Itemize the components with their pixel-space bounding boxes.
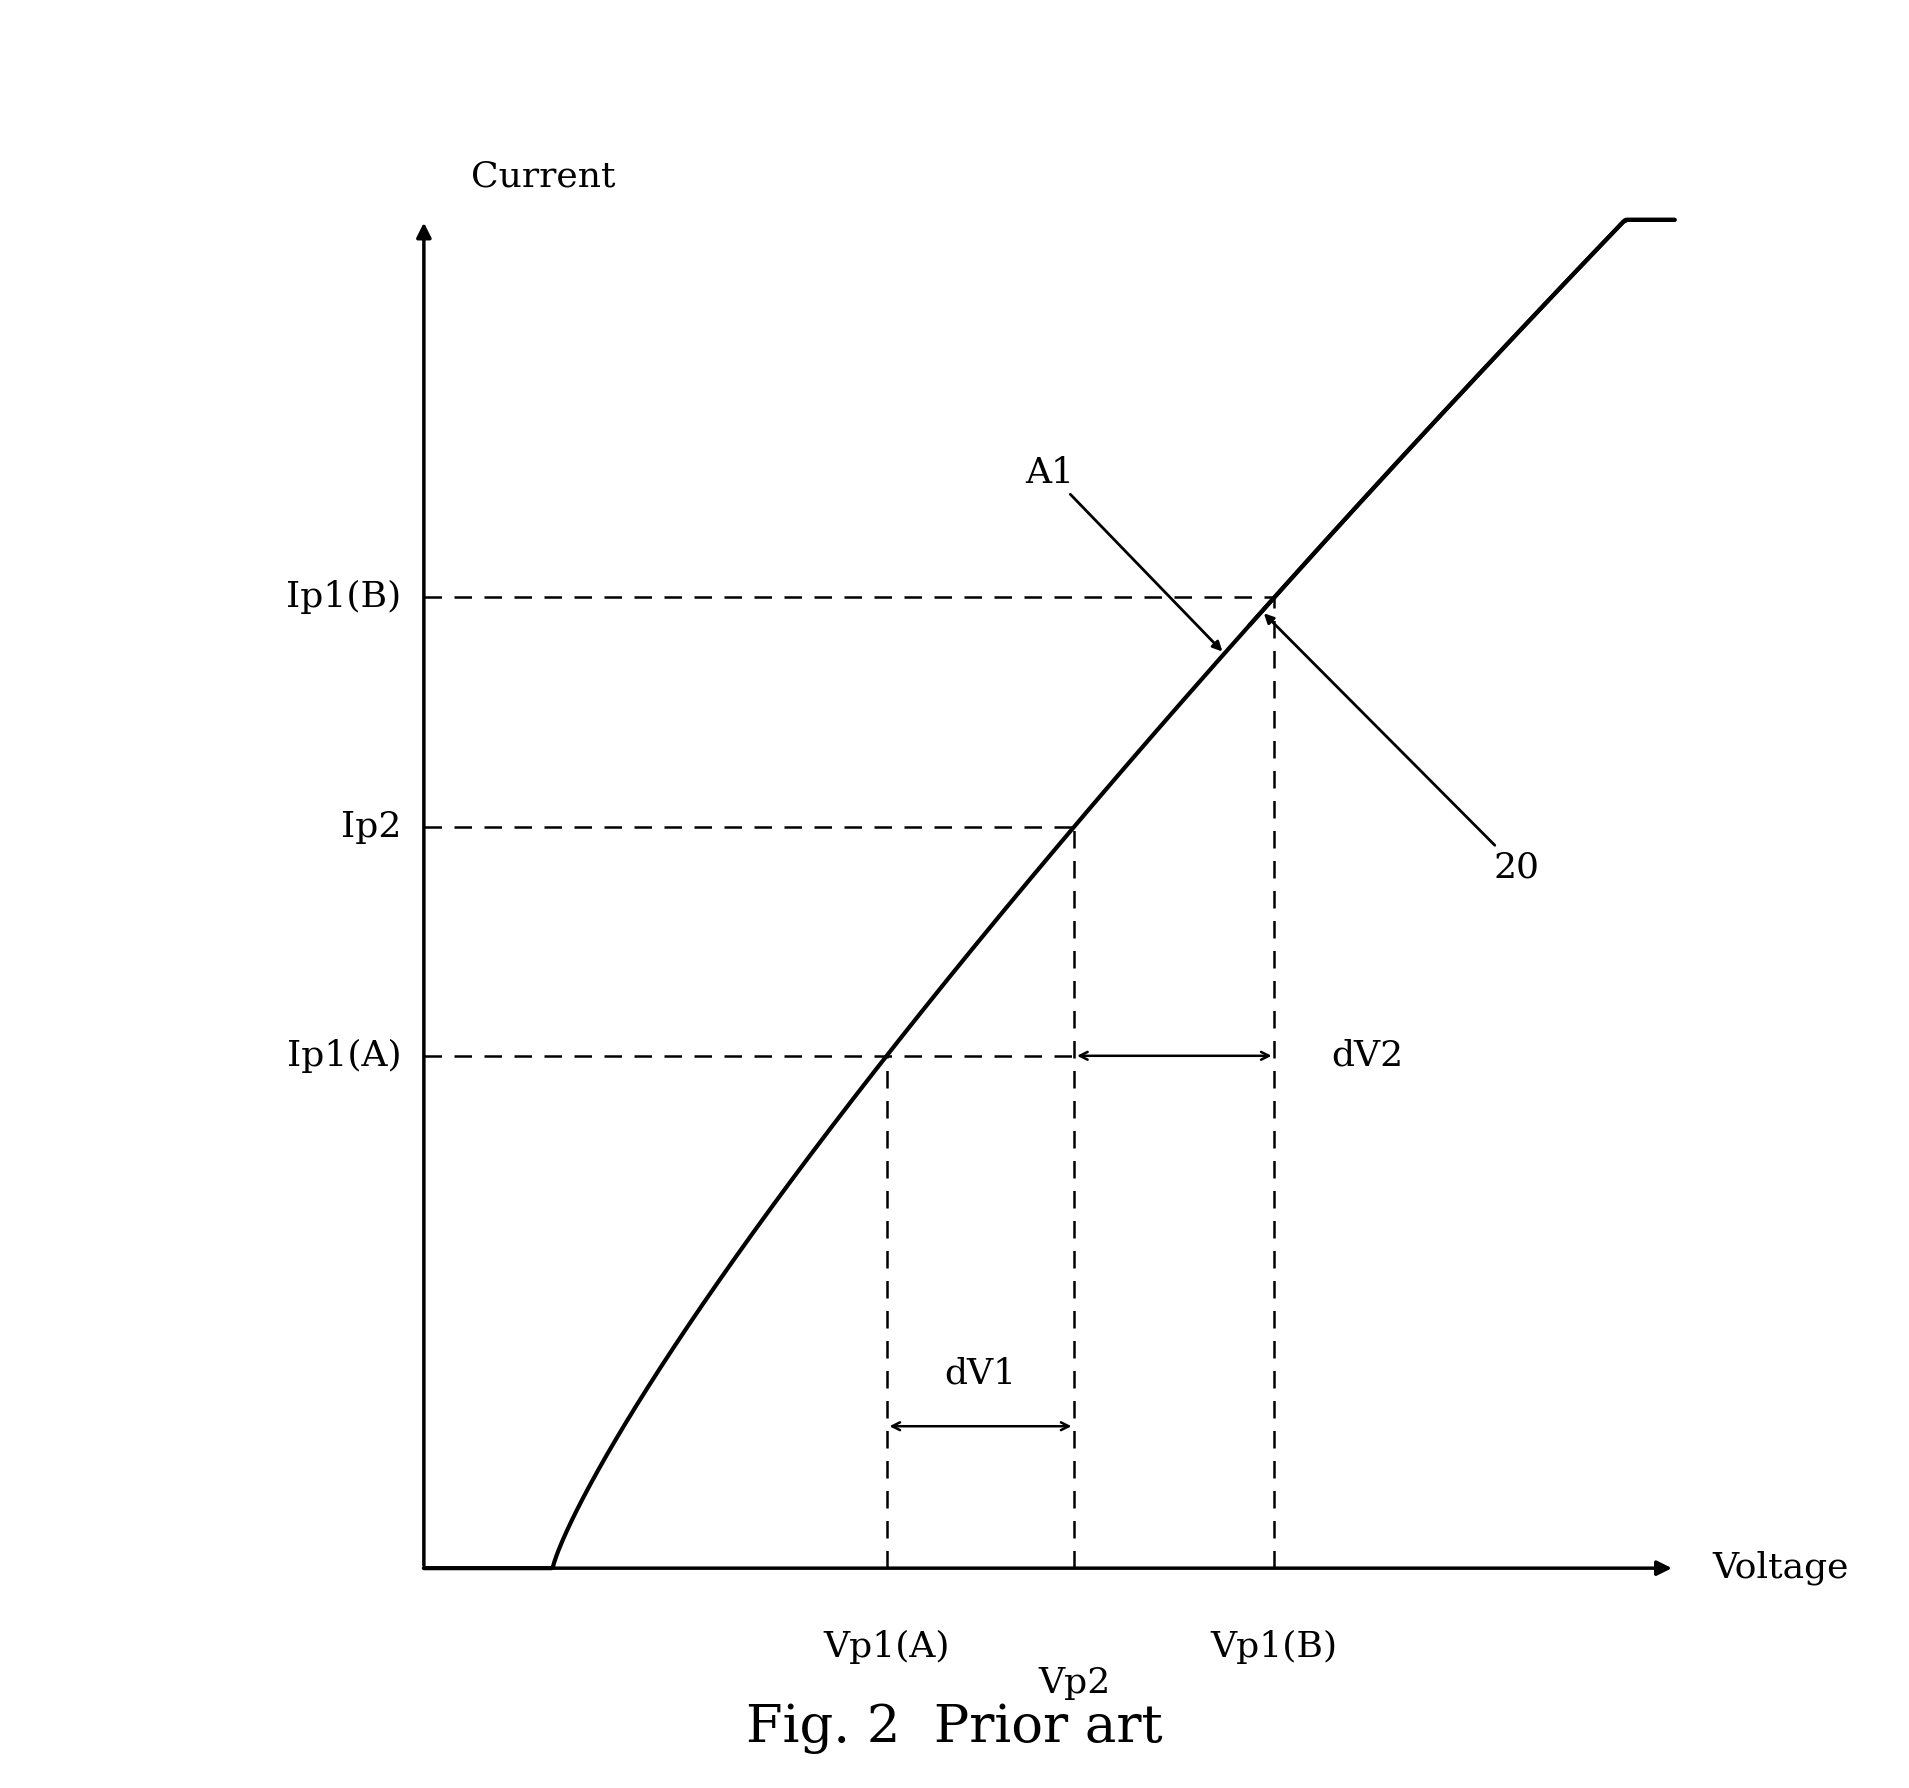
Text: Ip1(B): Ip1(B) xyxy=(286,581,401,615)
Text: A1: A1 xyxy=(1025,456,1220,649)
Text: Ip2: Ip2 xyxy=(340,810,401,844)
Text: Fig. 2  Prior art: Fig. 2 Prior art xyxy=(746,1704,1163,1754)
Text: dV2: dV2 xyxy=(1331,1039,1403,1073)
Text: Current: Current xyxy=(472,159,617,193)
Text: Ip1(A): Ip1(A) xyxy=(286,1039,401,1073)
Text: Vp1(A): Vp1(A) xyxy=(823,1631,951,1665)
Text: Vp1(B): Vp1(B) xyxy=(1210,1631,1338,1665)
Text: Vp2: Vp2 xyxy=(1038,1666,1111,1700)
Text: dV1: dV1 xyxy=(945,1357,1016,1391)
Text: Voltage: Voltage xyxy=(1712,1550,1850,1586)
Text: 20: 20 xyxy=(1266,615,1539,883)
